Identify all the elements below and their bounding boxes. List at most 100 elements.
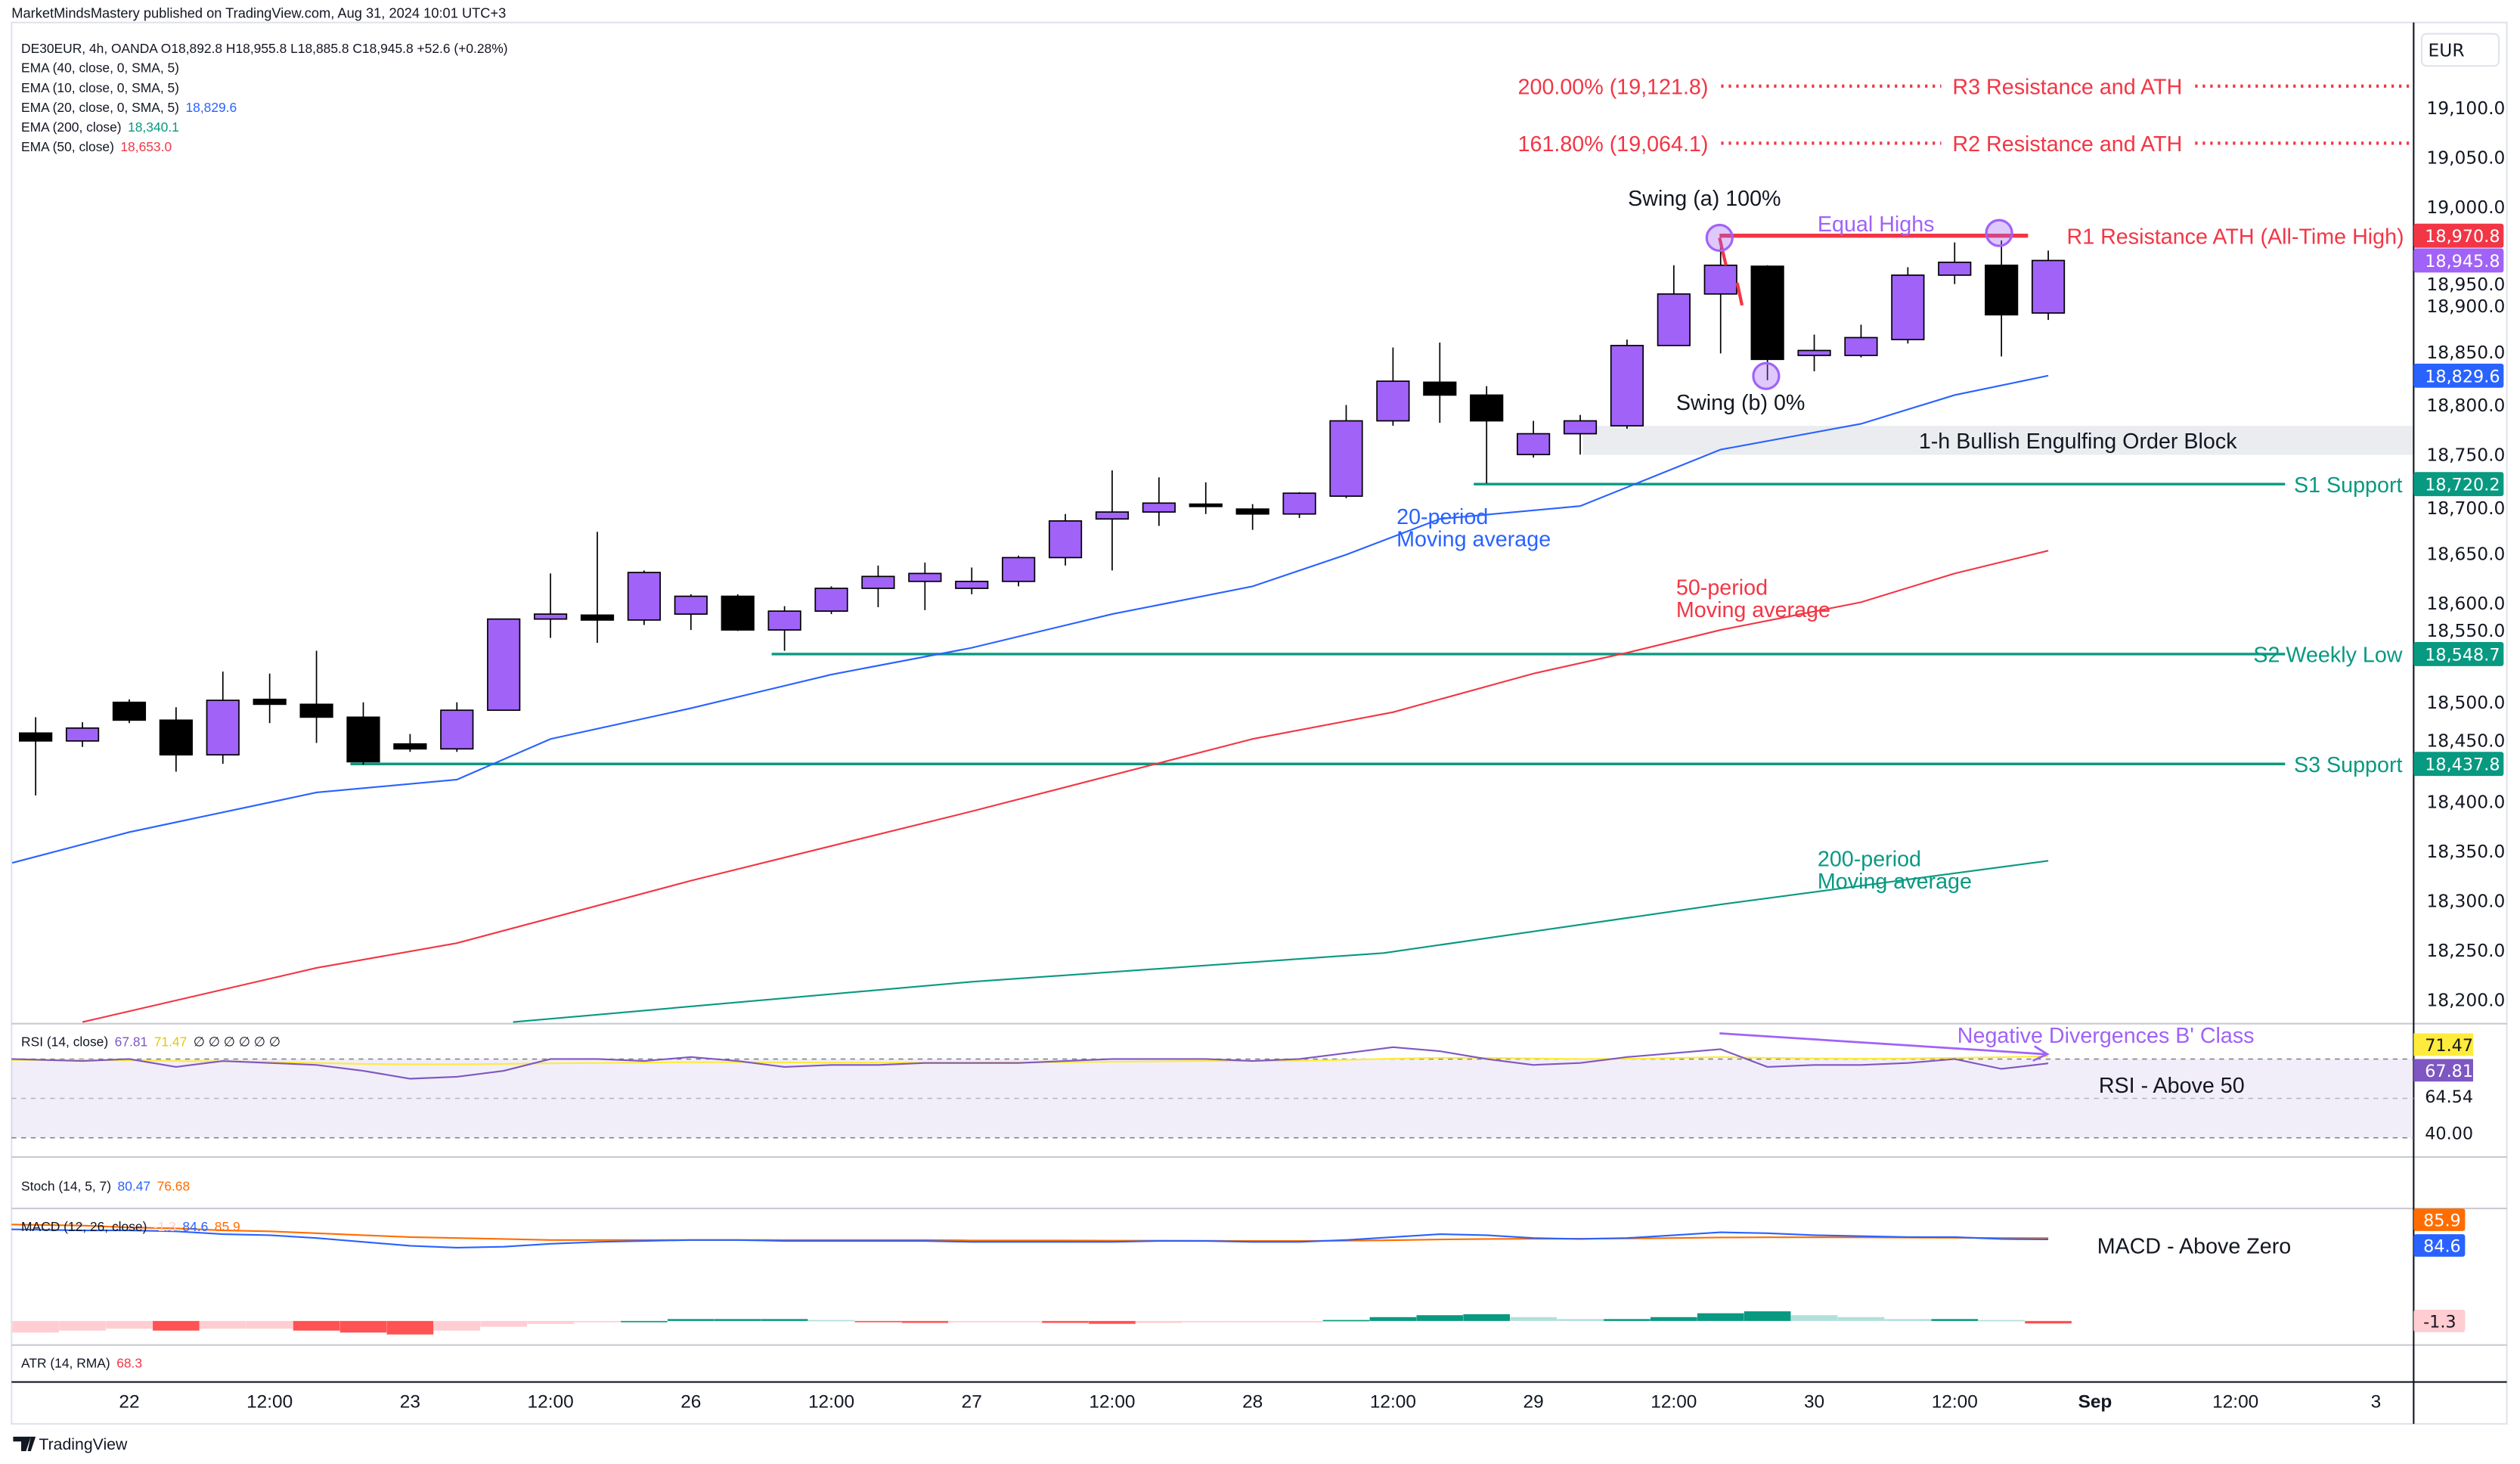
candles-layer[interactable]: [19, 240, 2066, 796]
price-axis[interactable]: 19,100.0 19,050.0 19,000.0 18,950.018,900.0…: [2413, 98, 2505, 1332]
r2-resistance-label: R2 Resistance and ATH: [1952, 132, 2182, 157]
candle[interactable]: [1142, 477, 1176, 526]
candle[interactable]: [1376, 347, 1410, 426]
candle[interactable]: [393, 734, 427, 752]
candle[interactable]: [1844, 324, 1878, 358]
candle[interactable]: [19, 717, 53, 796]
indicator-legend-item[interactable]: EMA (10, close, 0, SMA, 5): [21, 80, 179, 95]
equal-high-marker[interactable]: [1985, 219, 2013, 247]
candle[interactable]: [1048, 513, 1083, 566]
candle[interactable]: [534, 573, 568, 638]
candle[interactable]: [1189, 482, 1223, 514]
price-label-bg: [2413, 363, 2504, 388]
indicator-legend-item[interactable]: EMA (200, close) 18,340.1: [21, 119, 179, 135]
rsi-pane[interactable]: [11, 1046, 2414, 1139]
indicator-legend-item[interactable]: EMA (50, close) 18,653.0: [21, 139, 172, 154]
candle[interactable]: [814, 586, 848, 615]
candle[interactable]: [1985, 240, 2019, 357]
candle[interactable]: [1235, 504, 1269, 530]
candle[interactable]: [861, 565, 895, 607]
price-label-text: 18,945.8: [2425, 252, 2500, 271]
ma20-label-1: 20-period: [1396, 505, 1488, 529]
candle[interactable]: [346, 702, 380, 765]
equal-highs-label: Equal Highs: [1818, 212, 1935, 237]
bearish-candle-body: [1750, 265, 1784, 361]
macd-histogram-bar: [12, 1320, 59, 1333]
candle[interactable]: [1423, 342, 1457, 423]
macd-histogram-bar: [714, 1319, 761, 1321]
candle[interactable]: [440, 702, 474, 752]
candle[interactable]: [65, 721, 100, 747]
macd-axis-label: 84.6: [2423, 1236, 2461, 1256]
macd-histogram-bar: [1042, 1320, 1089, 1323]
candle[interactable]: [1563, 414, 1598, 455]
ema50-line[interactable]: [82, 550, 2049, 1023]
time-tick-label: 23: [400, 1392, 420, 1413]
candle[interactable]: [253, 673, 287, 724]
publisher-line: MarketMindsMastery published on TradingV…: [11, 5, 506, 20]
candle[interactable]: [908, 562, 942, 610]
candle[interactable]: [674, 594, 708, 631]
price-tick-label: 18,600.0: [2426, 593, 2505, 614]
candle[interactable]: [112, 699, 147, 724]
candle[interactable]: [206, 672, 240, 764]
swing-a-marker[interactable]: [1705, 223, 1734, 253]
candle[interactable]: [1750, 265, 1784, 380]
macd-histogram-bar: [1557, 1319, 1604, 1321]
candle[interactable]: [627, 570, 662, 625]
macd-histogram-bar: [246, 1320, 293, 1329]
price-tick-label: 18,500.0: [2426, 692, 2505, 713]
candle[interactable]: [1095, 470, 1130, 571]
candle[interactable]: [1329, 405, 1363, 498]
candle[interactable]: [1282, 492, 1316, 518]
s2-support-label: S2 Weekly Low: [2253, 644, 2402, 668]
swing-b-marker[interactable]: [1752, 361, 1781, 390]
ema20-line[interactable]: [11, 374, 2049, 864]
candle[interactable]: [767, 606, 801, 651]
time-axis[interactable]: 22 12:00 23 12:00 26 12:00 27 12:00 28 12:00 29 12:…: [119, 1392, 2381, 1413]
indicator-legend-item[interactable]: EMA (40, close, 0, SMA, 5): [21, 60, 179, 76]
candle[interactable]: [1610, 340, 1644, 430]
candle[interactable]: [2031, 250, 2066, 321]
r3-resistance-label: R3 Resistance and ATH: [1952, 75, 2182, 99]
candle[interactable]: [1002, 555, 1036, 587]
candle[interactable]: [1657, 265, 1691, 346]
bullish-candle-body: [1095, 511, 1130, 520]
candle[interactable]: [1797, 334, 1831, 371]
candle[interactable]: [721, 594, 755, 631]
bullish-candle-body: [1797, 349, 1831, 356]
ma200-label-2: Moving average: [1818, 870, 1972, 894]
ema200-line[interactable]: [513, 860, 2049, 1023]
price-tick-label: 18,900.0: [2426, 296, 2505, 317]
candle[interactable]: [299, 650, 333, 743]
indicator-legend-item[interactable]: EMA (20, close, 0, SMA, 5) 18,829.6: [21, 100, 237, 115]
candle[interactable]: [487, 618, 521, 712]
macd-histogram-bar: [59, 1320, 106, 1331]
candle[interactable]: [159, 707, 193, 772]
candle[interactable]: [1470, 386, 1504, 484]
price-tick-label: 18,700.0: [2426, 498, 2505, 519]
macd-histogram-bar: [1931, 1319, 1979, 1321]
bullish-candle-body: [674, 595, 708, 615]
candle[interactable]: [1891, 267, 1925, 344]
indicator-legend[interactable]: EMA (40, close, 0, SMA, 5) EMA (10, close…: [21, 60, 237, 155]
time-tick-label: 29: [1523, 1392, 1544, 1413]
candle[interactable]: [1938, 242, 1972, 284]
candle[interactable]: [1517, 420, 1551, 458]
currency-button[interactable]: [2420, 33, 2500, 67]
time-tick-label: 3: [2371, 1392, 2382, 1413]
bullish-candle-body: [1844, 337, 1878, 356]
candle[interactable]: [1703, 240, 1737, 354]
macd-pane[interactable]: [11, 1224, 2072, 1335]
macd-histogram-bar: [1182, 1320, 1229, 1323]
price-label-badge: 18,548.7: [2413, 641, 2504, 666]
candle[interactable]: [955, 567, 989, 594]
price-label-badge: 18,720.2: [2413, 472, 2504, 497]
time-tick-label: 12:00: [808, 1392, 854, 1413]
tradingview-logo[interactable]: TradingView: [13, 1435, 128, 1453]
rsi-axis-badge: [2413, 1033, 2473, 1056]
price-tick-label: 18,350.0: [2426, 841, 2505, 862]
candle[interactable]: [580, 532, 615, 644]
bearish-candle-body: [393, 743, 427, 750]
